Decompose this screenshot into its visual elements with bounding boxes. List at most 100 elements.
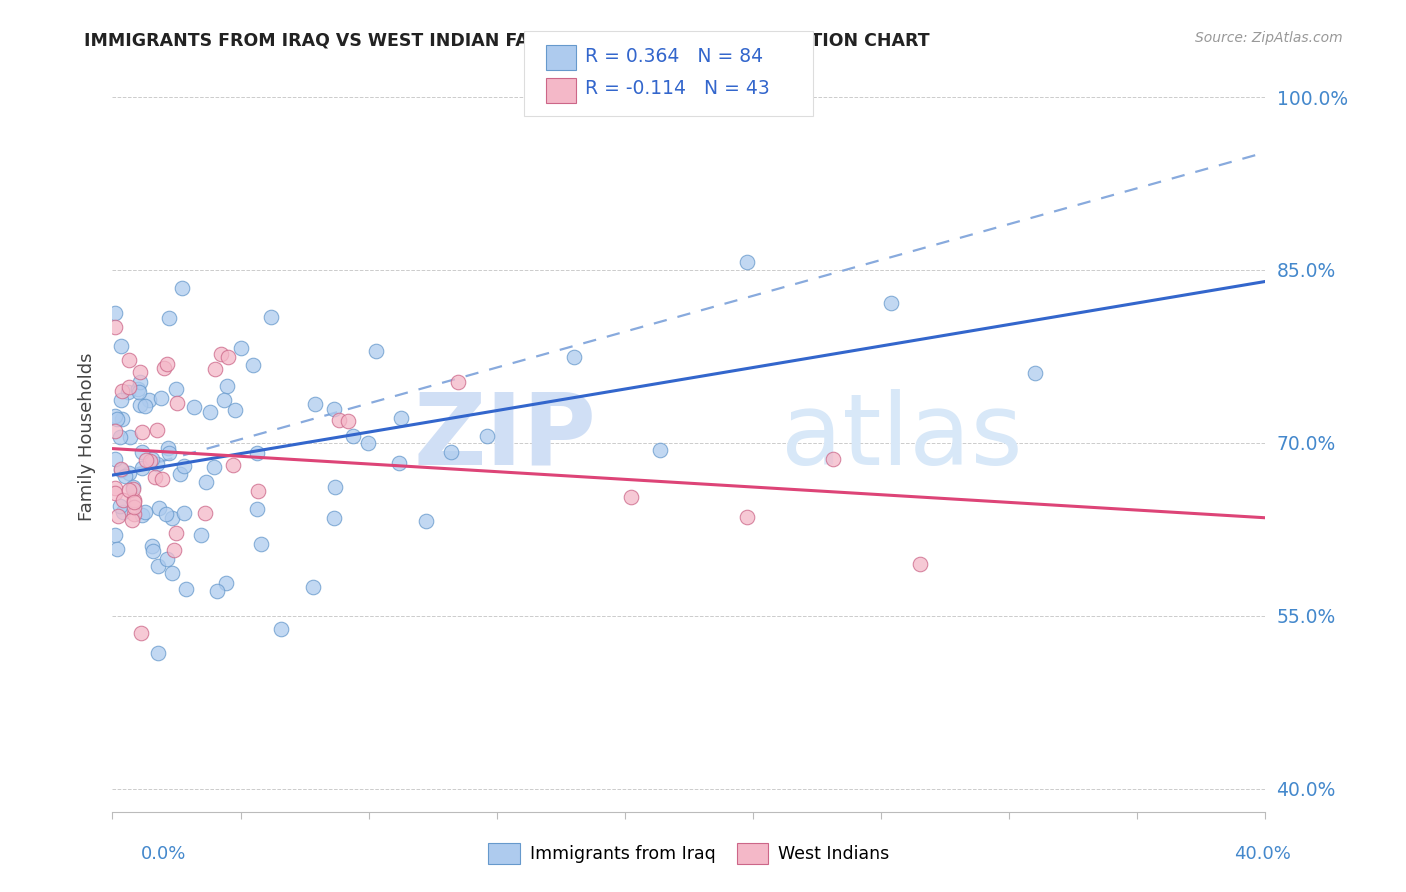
Point — [141, 539, 163, 553]
Point — [342, 429, 364, 443]
Point — [229, 341, 252, 355]
Point — [128, 384, 150, 399]
Point — [135, 452, 157, 467]
Point — [198, 404, 221, 418]
Point — [118, 430, 141, 444]
Point — [117, 352, 139, 367]
Point — [169, 467, 191, 482]
Point — [157, 446, 180, 460]
Point — [127, 382, 149, 396]
Point — [104, 485, 127, 500]
Point — [328, 413, 350, 427]
Point — [142, 543, 165, 558]
Point — [821, 452, 844, 467]
Point — [325, 480, 347, 494]
Point — [104, 528, 127, 542]
Point — [110, 339, 132, 353]
Point — [139, 454, 162, 468]
Point — [160, 510, 183, 524]
Point — [323, 402, 346, 417]
Point — [242, 358, 264, 372]
Y-axis label: Family Households: Family Households — [77, 353, 96, 521]
Point — [165, 526, 187, 541]
Point — [195, 475, 218, 489]
Point — [205, 583, 228, 598]
Point — [138, 393, 160, 408]
Point — [388, 456, 411, 470]
Text: atlas: atlas — [782, 389, 1022, 485]
Text: R = 0.364   N = 84: R = 0.364 N = 84 — [585, 46, 763, 66]
Point — [141, 452, 163, 467]
Text: 0.0%: 0.0% — [141, 846, 186, 863]
Point — [148, 646, 170, 660]
Point — [389, 411, 412, 425]
Point — [163, 543, 186, 558]
Point — [143, 470, 166, 484]
Point — [148, 558, 170, 573]
Text: R = -0.114   N = 43: R = -0.114 N = 43 — [585, 78, 769, 98]
Point — [112, 505, 135, 519]
Point — [224, 402, 246, 417]
Point — [165, 383, 187, 397]
Point — [204, 362, 226, 376]
Point — [146, 423, 169, 437]
Point — [304, 397, 326, 411]
Point — [357, 436, 380, 450]
Point — [108, 500, 131, 514]
Point — [134, 399, 156, 413]
Point — [172, 281, 194, 295]
Point — [1024, 366, 1046, 380]
Point — [562, 351, 585, 365]
Point — [173, 458, 195, 473]
Point — [215, 575, 238, 590]
Point — [150, 472, 173, 486]
Point — [190, 527, 212, 541]
Point — [155, 507, 177, 521]
Text: 40.0%: 40.0% — [1234, 846, 1291, 863]
Point — [104, 409, 127, 424]
Point — [475, 429, 499, 443]
Point — [111, 412, 134, 426]
Point — [217, 379, 239, 393]
Point — [124, 500, 146, 514]
Point — [173, 506, 195, 520]
Point — [246, 502, 269, 516]
Point — [221, 458, 243, 473]
Point — [183, 401, 205, 415]
Point — [148, 500, 170, 515]
Point — [111, 493, 134, 508]
Point — [117, 384, 139, 399]
Point — [104, 425, 127, 439]
Text: IMMIGRANTS FROM IRAQ VS WEST INDIAN FAMILY HOUSEHOLDS CORRELATION CHART: IMMIGRANTS FROM IRAQ VS WEST INDIAN FAMI… — [84, 31, 929, 49]
Point — [214, 392, 236, 407]
Point — [122, 480, 145, 494]
Point — [146, 457, 169, 471]
Point — [114, 468, 136, 483]
Point — [118, 379, 141, 393]
Point — [122, 493, 145, 508]
Point — [260, 310, 283, 324]
Point — [650, 442, 672, 457]
Point — [246, 446, 269, 460]
Point — [209, 347, 232, 361]
Point — [121, 513, 143, 527]
Point — [217, 350, 239, 364]
Point — [131, 445, 153, 459]
Point — [122, 482, 145, 496]
Point — [124, 507, 146, 521]
Point — [620, 491, 643, 505]
Point — [128, 398, 150, 412]
Point — [129, 365, 152, 379]
Point — [107, 509, 129, 524]
Point — [160, 566, 183, 580]
Point — [194, 506, 217, 520]
Point — [447, 375, 470, 389]
Point — [118, 466, 141, 480]
Point — [156, 357, 179, 371]
Point — [270, 622, 292, 636]
Point — [104, 306, 127, 320]
Point — [364, 344, 387, 359]
Point — [111, 384, 134, 399]
Point — [250, 537, 273, 551]
Point — [118, 483, 141, 497]
